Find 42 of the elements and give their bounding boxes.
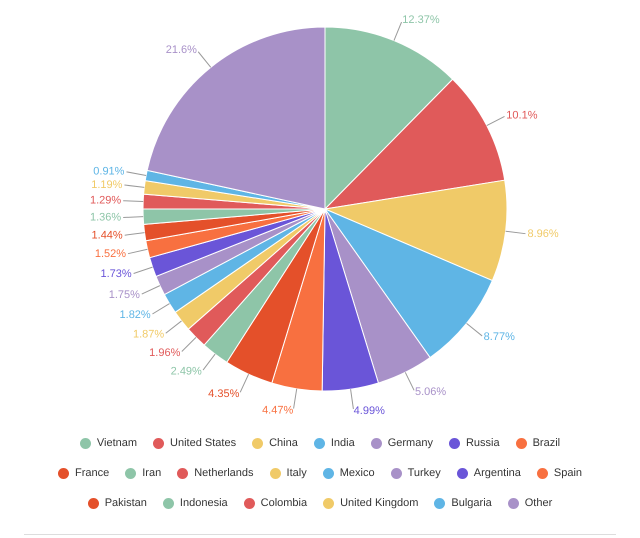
legend-label: Germany xyxy=(386,436,433,451)
data-label: 1.52% xyxy=(94,248,126,260)
data-label: 1.29% xyxy=(90,194,122,207)
legend-label: Bulgaria xyxy=(450,496,492,511)
legend-label: Indonesia xyxy=(178,496,228,511)
legend-label: China xyxy=(268,436,298,451)
legend-label: Turkey xyxy=(406,466,441,481)
data-label: 8.77% xyxy=(484,331,516,344)
legend-label: Spain xyxy=(552,466,582,481)
data-label: 12.37% xyxy=(402,14,440,26)
legend-label: Other xyxy=(524,496,552,511)
data-label: 1.19% xyxy=(91,178,123,191)
legend-label: India xyxy=(330,436,355,451)
legend-label: Russia xyxy=(464,436,500,451)
data-label: 8.96% xyxy=(527,228,559,240)
legend-label: Iran xyxy=(141,466,162,481)
data-label: 4.99% xyxy=(354,404,386,417)
data-label: 0.91% xyxy=(93,165,125,178)
data-label: 21.6% xyxy=(166,44,198,56)
data-label: 2.49% xyxy=(170,366,202,378)
data-label: 4.47% xyxy=(262,404,294,417)
legend-label: Brazil xyxy=(532,436,560,451)
data-label: 1.75% xyxy=(108,288,140,301)
data-label: 10.1% xyxy=(506,109,538,122)
legend-label: Argentina xyxy=(472,466,521,481)
data-label: 1.87% xyxy=(132,328,164,340)
data-label: 1.96% xyxy=(149,346,181,359)
legend-label: France xyxy=(74,466,110,481)
legend-label: United Kingdom xyxy=(339,496,418,511)
legend-label: Pakistan xyxy=(104,496,147,511)
legend-label: Colombia xyxy=(260,496,308,511)
data-label: 1.44% xyxy=(92,229,123,242)
data-label: 1.73% xyxy=(100,268,132,280)
legend-label: Italy xyxy=(286,466,307,481)
legend-label: Mexico xyxy=(338,466,375,481)
legend-label: Netherlands xyxy=(193,466,254,481)
legend-label: United States xyxy=(169,436,236,451)
legend-label: Vietnam xyxy=(96,436,138,451)
data-label: 1.82% xyxy=(120,309,151,322)
data-label: 5.06% xyxy=(414,386,446,398)
data-label: 1.36% xyxy=(90,212,122,224)
data-label: 4.35% xyxy=(208,388,240,400)
